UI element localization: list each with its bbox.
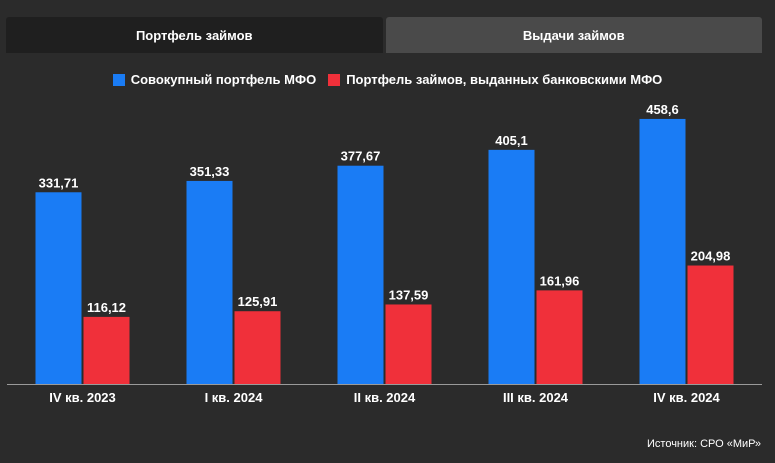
x-tick-label-4: IV кв. 2024 (653, 390, 720, 405)
data-label-total-3: 405,1 (495, 133, 528, 148)
bar-bank-1 (234, 311, 281, 384)
bar-total-1 (186, 180, 233, 384)
chart-legend: Совокупный портфель МФО Портфель займов,… (0, 72, 775, 87)
bar-total-2 (337, 165, 384, 384)
bar-total-3 (488, 149, 535, 384)
tab-portfolio[interactable]: Портфель займов (6, 17, 383, 53)
legend-label-total: Совокупный портфель МФО (130, 72, 317, 87)
data-label-total-1: 351,33 (190, 164, 230, 179)
x-tick-label-1: I кв. 2024 (205, 390, 264, 405)
source-note: Источник: СРО «МиР» (647, 438, 761, 450)
x-tick-label-0: IV кв. 2023 (49, 390, 116, 405)
x-tick-label-3: III кв. 2024 (503, 390, 569, 405)
bar-bank-0 (83, 316, 130, 384)
data-label-total-2: 377,67 (341, 149, 381, 164)
data-label-bank-0: 116,12 (87, 300, 126, 315)
bar-bank-4 (687, 265, 734, 384)
tab-issuance[interactable]: Выдачи займов (385, 17, 762, 53)
bar-bank-2 (385, 304, 432, 384)
data-label-bank-4: 204,98 (691, 249, 731, 264)
bar-bank-3 (536, 290, 583, 384)
legend-item-bank[interactable]: Портфель займов, выданных банковскими МФ… (328, 72, 662, 87)
data-label-bank-1: 125,91 (238, 294, 278, 309)
legend-swatch-bank (328, 73, 341, 86)
data-label-total-4: 458,6 (646, 102, 679, 117)
bar-total-0 (35, 192, 82, 384)
data-label-bank-2: 137,59 (389, 287, 429, 302)
legend-swatch-total (112, 73, 125, 86)
bar-total-4 (639, 118, 686, 384)
data-label-bank-3: 161,96 (540, 273, 580, 288)
tab-bar: Портфель займов Выдачи займов (6, 17, 762, 53)
legend-item-total[interactable]: Совокупный портфель МФО (112, 72, 317, 87)
x-tick-label-2: II кв. 2024 (354, 390, 416, 405)
data-label-total-0: 331,71 (39, 175, 79, 190)
legend-label-bank: Портфель займов, выданных банковскими МФ… (346, 72, 663, 87)
